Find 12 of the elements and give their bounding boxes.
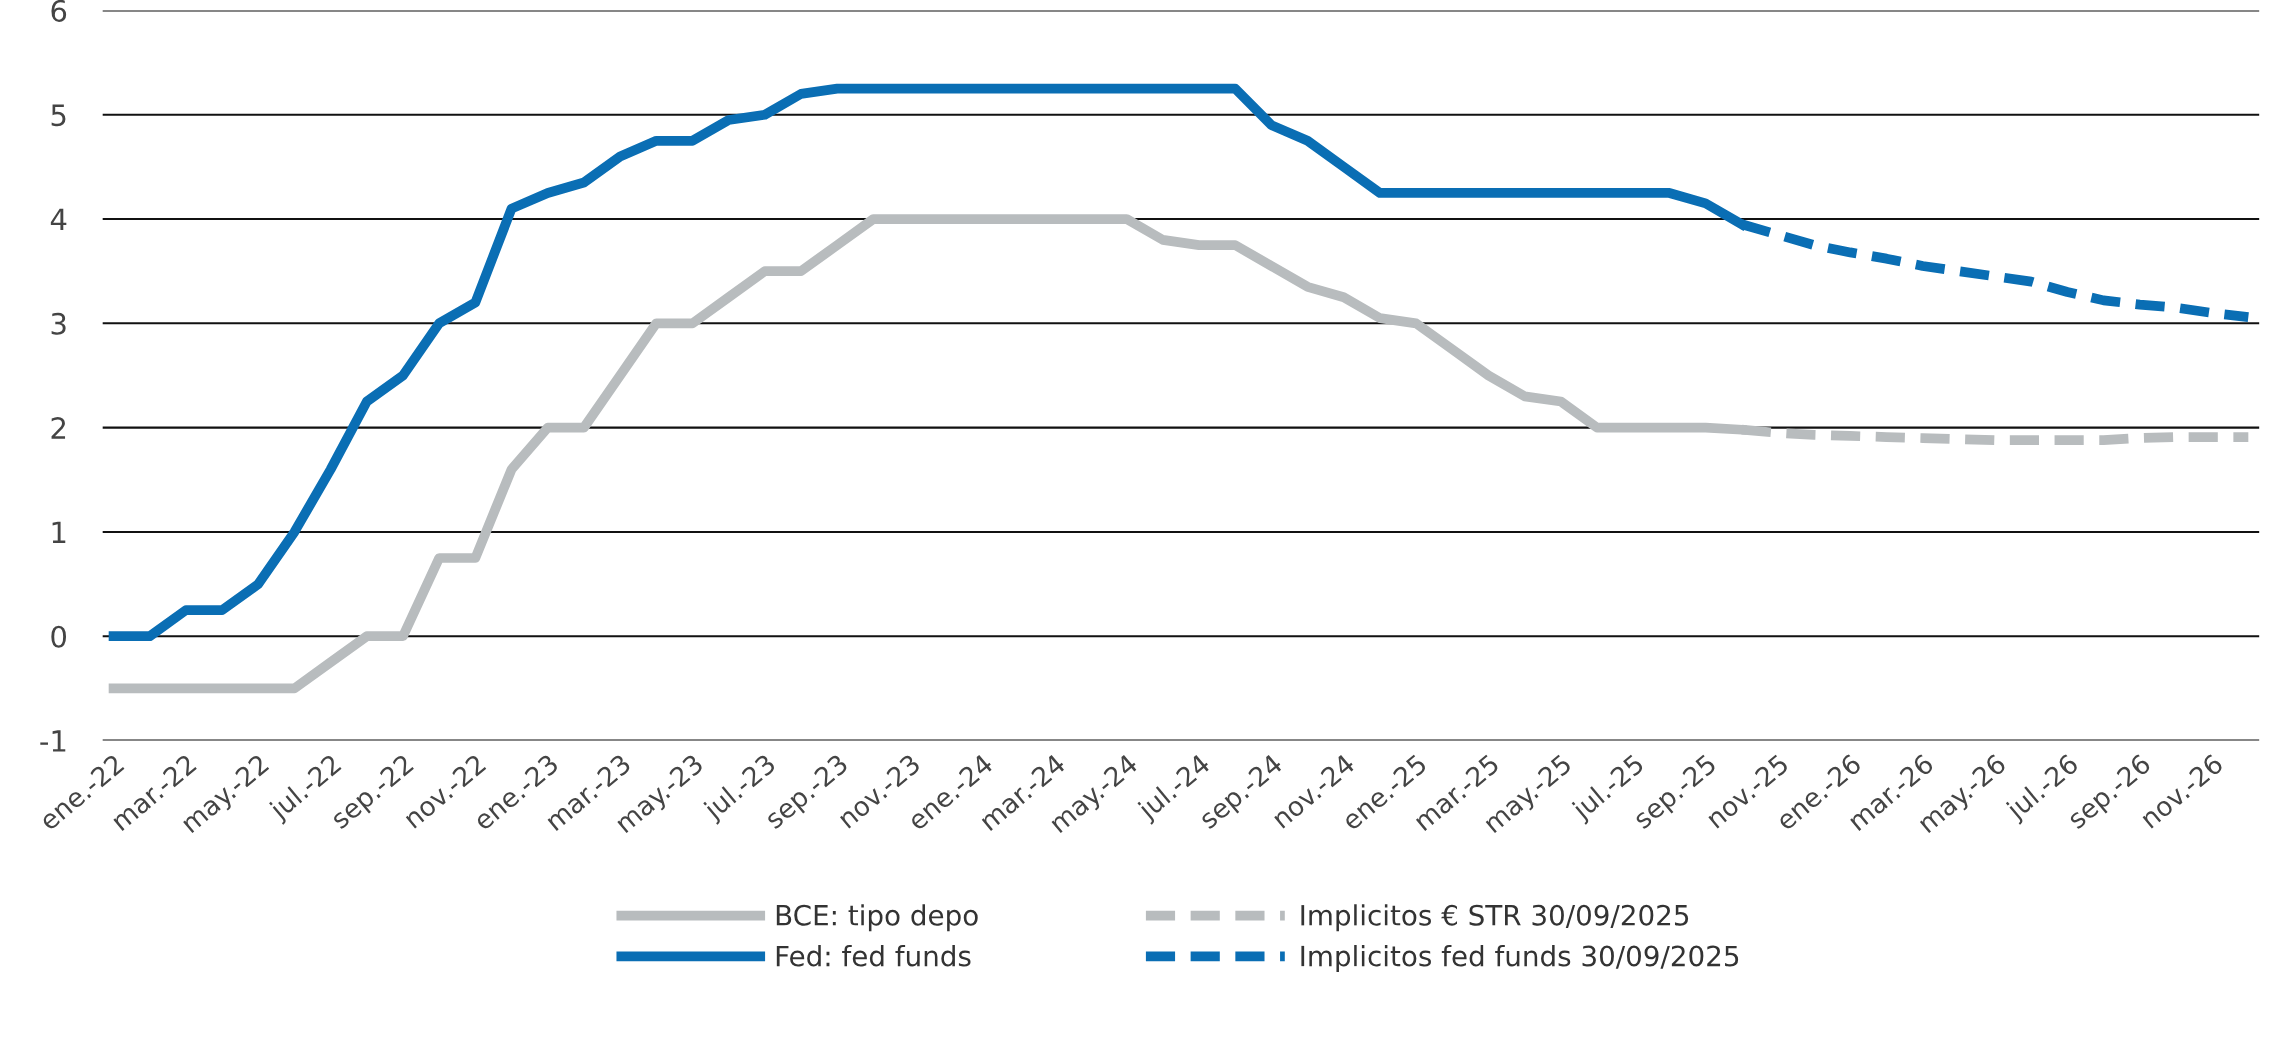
y-tick-label: 0 <box>51 625 67 648</box>
legend-label: Implicitos fed funds 30/09/2025 <box>1301 945 1739 972</box>
y-tick-label: 2 <box>51 417 66 439</box>
legend-label: BCE: tipo depo <box>776 904 978 932</box>
y-tick-label: 5 <box>51 104 66 127</box>
y-tick-label: 4 <box>50 208 67 231</box>
legend-label: Implicitos € STR 30/09/2025 <box>1301 904 1689 932</box>
y-tick-label: 1 <box>52 521 66 544</box>
y-tick-label: 3 <box>51 312 66 335</box>
y-tick-label: -1 <box>40 730 66 752</box>
legend-label: Fed: fed funds <box>776 945 971 967</box>
y-tick-label: 6 <box>51 0 67 22</box>
